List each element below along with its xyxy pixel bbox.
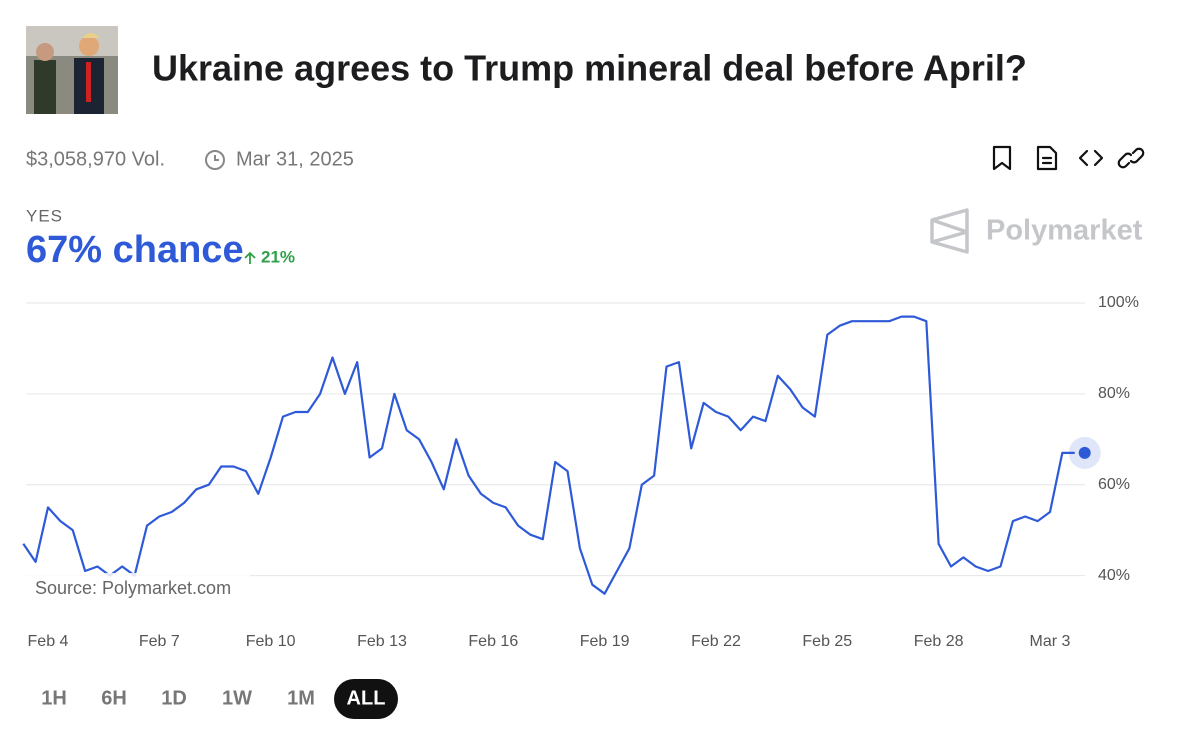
range-button[interactable]: 1D — [161, 687, 187, 709]
brand-watermark: Polymarket — [986, 215, 1143, 247]
last-point — [1078, 446, 1091, 459]
change: 21% — [261, 247, 295, 266]
y-tick-label: 40% — [1098, 567, 1130, 584]
clock-icon — [205, 150, 225, 170]
link-button[interactable] — [1117, 147, 1145, 169]
x-tick-label: Feb 7 — [139, 633, 180, 650]
range-button[interactable]: 1M — [287, 687, 315, 709]
x-tick-label: Feb 4 — [28, 633, 69, 650]
range-button[interactable]: 1W — [222, 687, 252, 709]
x-tick-label: Feb 28 — [914, 633, 964, 650]
x-tick-label: Feb 19 — [580, 633, 630, 650]
x-tick-label: Feb 10 — [246, 633, 296, 650]
bookmark-button[interactable] — [992, 145, 1012, 171]
x-tick-label: Mar 3 — [1030, 633, 1071, 650]
document-button[interactable] — [1036, 145, 1058, 171]
range-button[interactable]: 1H — [41, 687, 67, 709]
end-date: Mar 31, 2025 — [236, 148, 354, 170]
thumbnail — [26, 26, 118, 114]
source-box — [26, 573, 250, 604]
x-tick-label: Feb 13 — [357, 633, 407, 650]
brand-logo — [930, 208, 969, 254]
range-button[interactable]: 6H — [101, 687, 127, 709]
range-selector: 1H 6H 1D 1W 1M ALL — [41, 679, 398, 719]
price-line — [22, 315, 1075, 595]
source: Source: Polymarket.com — [35, 578, 231, 598]
y-tick-label: 60% — [1098, 476, 1130, 493]
range-button[interactable]: ALL — [347, 687, 386, 709]
x-tick-label: Feb 22 — [691, 633, 741, 650]
x-tick-label: Feb 16 — [468, 633, 518, 650]
y-tick-label: 100% — [1098, 294, 1139, 311]
title: Ukraine agrees to Trump mineral deal bef… — [152, 48, 1027, 89]
x-tick-label: Feb 25 — [802, 633, 852, 650]
embed-button[interactable] — [1078, 149, 1104, 167]
y-tick-label: 80% — [1098, 385, 1130, 402]
chance: 67% chance — [26, 229, 244, 271]
volume: $3,058,970 Vol. — [26, 148, 165, 170]
outcome-name: YES — [26, 206, 63, 225]
range-active-pill — [334, 679, 398, 719]
plot: 40% 60% 80% 100% Feb 4 Feb 7 Feb 10 Feb 13 Feb 1… — [22, 294, 1139, 650]
change-arrow — [244, 251, 256, 264]
